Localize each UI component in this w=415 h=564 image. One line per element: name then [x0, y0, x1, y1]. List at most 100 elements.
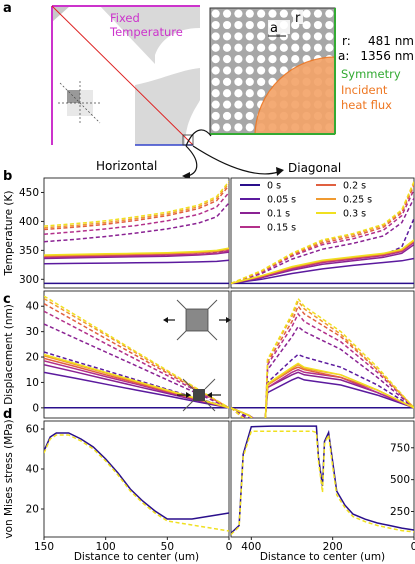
series-line-0.1s [231, 371, 414, 418]
series-line-0.3s [231, 362, 414, 418]
series-line-0.1s [44, 202, 229, 243]
lattice-a-label: a [270, 21, 278, 36]
series-line-0.2s [44, 185, 229, 231]
expansion-icon [163, 299, 231, 341]
lattice-r-label: r [295, 11, 301, 26]
lattice-hole [325, 32, 334, 41]
x-tick-label: 200 [323, 541, 343, 553]
lattice-hole [222, 111, 232, 121]
lattice-hole [279, 9, 288, 18]
x-tick-label: 400 [241, 541, 261, 553]
y-tick-label: 250 [390, 506, 410, 518]
legend-label: 0.2 s [343, 181, 366, 192]
lattice-hole [313, 43, 323, 52]
lattice-hole [302, 32, 311, 41]
lattice-hole [291, 43, 300, 52]
lattice-hole [211, 89, 220, 98]
lattice-hole [257, 89, 266, 98]
plot-frame [230, 177, 415, 289]
lattice-hole [268, 66, 277, 75]
lattice-hole [211, 77, 220, 86]
y-tick-label: 60 [26, 424, 39, 436]
lattice-hole [234, 20, 243, 30]
lattice-hole [257, 9, 266, 18]
lattice-hole [234, 55, 243, 64]
lattice-hole [245, 111, 254, 121]
legend-label: 0.1 s [267, 209, 290, 220]
lattice-hole [245, 123, 254, 132]
lattice-hole [222, 89, 232, 98]
horizontal-title: Horizontal [96, 159, 157, 173]
lattice-hole [257, 32, 266, 41]
lattice-hole [302, 20, 311, 30]
x-axis-label: Distance to center (um) [74, 551, 199, 563]
lattice-hole [325, 9, 334, 18]
plot-b-horizontal: 300 350 400 450 Temperature (K) [3, 177, 230, 289]
r-label: r: [342, 34, 351, 48]
time-legend: 0 s 0.05 s 0.1 s 0.15 s 0.2 s 0.25 s 0.3 s [240, 181, 372, 234]
symmetry-label: Symmetry [341, 67, 401, 81]
lattice-hole [222, 100, 232, 109]
series-line-0.25s [44, 182, 229, 229]
lattice-hole [279, 55, 288, 64]
y-tick-label: 300 [19, 274, 39, 286]
r-value: 481 nm [368, 34, 414, 48]
series-line-0.15s [44, 310, 229, 409]
series-line-0.3s [231, 239, 414, 285]
fixed-temperature-label: Fixed Temperature [109, 11, 183, 39]
series-line-0.05s [231, 376, 414, 418]
y-axis-label: Displacement (nm) [3, 304, 15, 405]
series-line-0.3s [231, 430, 414, 536]
lattice-hole [245, 66, 254, 75]
schematic-unit-cell [51, 5, 200, 146]
zoom-connector [185, 129, 212, 147]
series-line-0.2s [231, 366, 414, 418]
series-line-0.15s [231, 368, 414, 418]
series-line-0.15s [44, 192, 229, 235]
lattice-hole [313, 20, 323, 30]
lattice-hole [245, 43, 254, 52]
lattice-hole [234, 111, 243, 121]
series-line-0.3s [44, 181, 229, 227]
lattice-hole [257, 77, 266, 86]
lattice-hole [234, 89, 243, 98]
y-tick-label: 30 [26, 326, 39, 338]
x-tick-label: 0 [226, 541, 233, 553]
series-line-0.2s [231, 185, 414, 285]
series-line-0.3s [44, 247, 229, 256]
lattice-hole [325, 43, 334, 52]
y-tick-label: 10 [26, 377, 39, 389]
lattice-hole [234, 9, 243, 18]
a-value: 1356 nm [360, 49, 414, 63]
lattice-hole [211, 100, 220, 109]
series-line-0.3s [231, 297, 414, 418]
series-line-0.05s [231, 353, 414, 418]
lattice-hole [211, 32, 220, 41]
legend-label: 0.3 s [343, 209, 366, 220]
hole-region-top [100, 6, 200, 64]
series-line-0.15s [44, 250, 229, 259]
lattice-hole [211, 43, 220, 52]
x-tick-label: 50 [161, 541, 174, 553]
y-tick-label: 20 [26, 352, 39, 364]
y-tick-label: 40 [26, 464, 39, 476]
compression-icon [177, 378, 221, 412]
lattice-hole [325, 20, 334, 30]
a-label: a: [338, 49, 349, 63]
lattice-hole [211, 9, 220, 18]
lattice-hole [291, 32, 300, 41]
incident-heat-flux-region [254, 56, 336, 135]
lattice-hole [222, 123, 232, 132]
lattice-hole [211, 123, 220, 132]
plot-frame [43, 420, 230, 538]
x-tick-label: 100 [96, 541, 116, 553]
lattice-hole [234, 32, 243, 41]
lattice-hole [222, 9, 232, 18]
lattice-hole [222, 20, 232, 30]
legend-label: 0.05 s [267, 195, 296, 206]
incident-heat-flux-text: Incident [341, 83, 388, 97]
x-tick-label: 150 [34, 541, 54, 553]
lattice-hole [245, 55, 254, 64]
hole-region-bottom [135, 68, 200, 145]
series-line-0.05s [44, 259, 229, 265]
